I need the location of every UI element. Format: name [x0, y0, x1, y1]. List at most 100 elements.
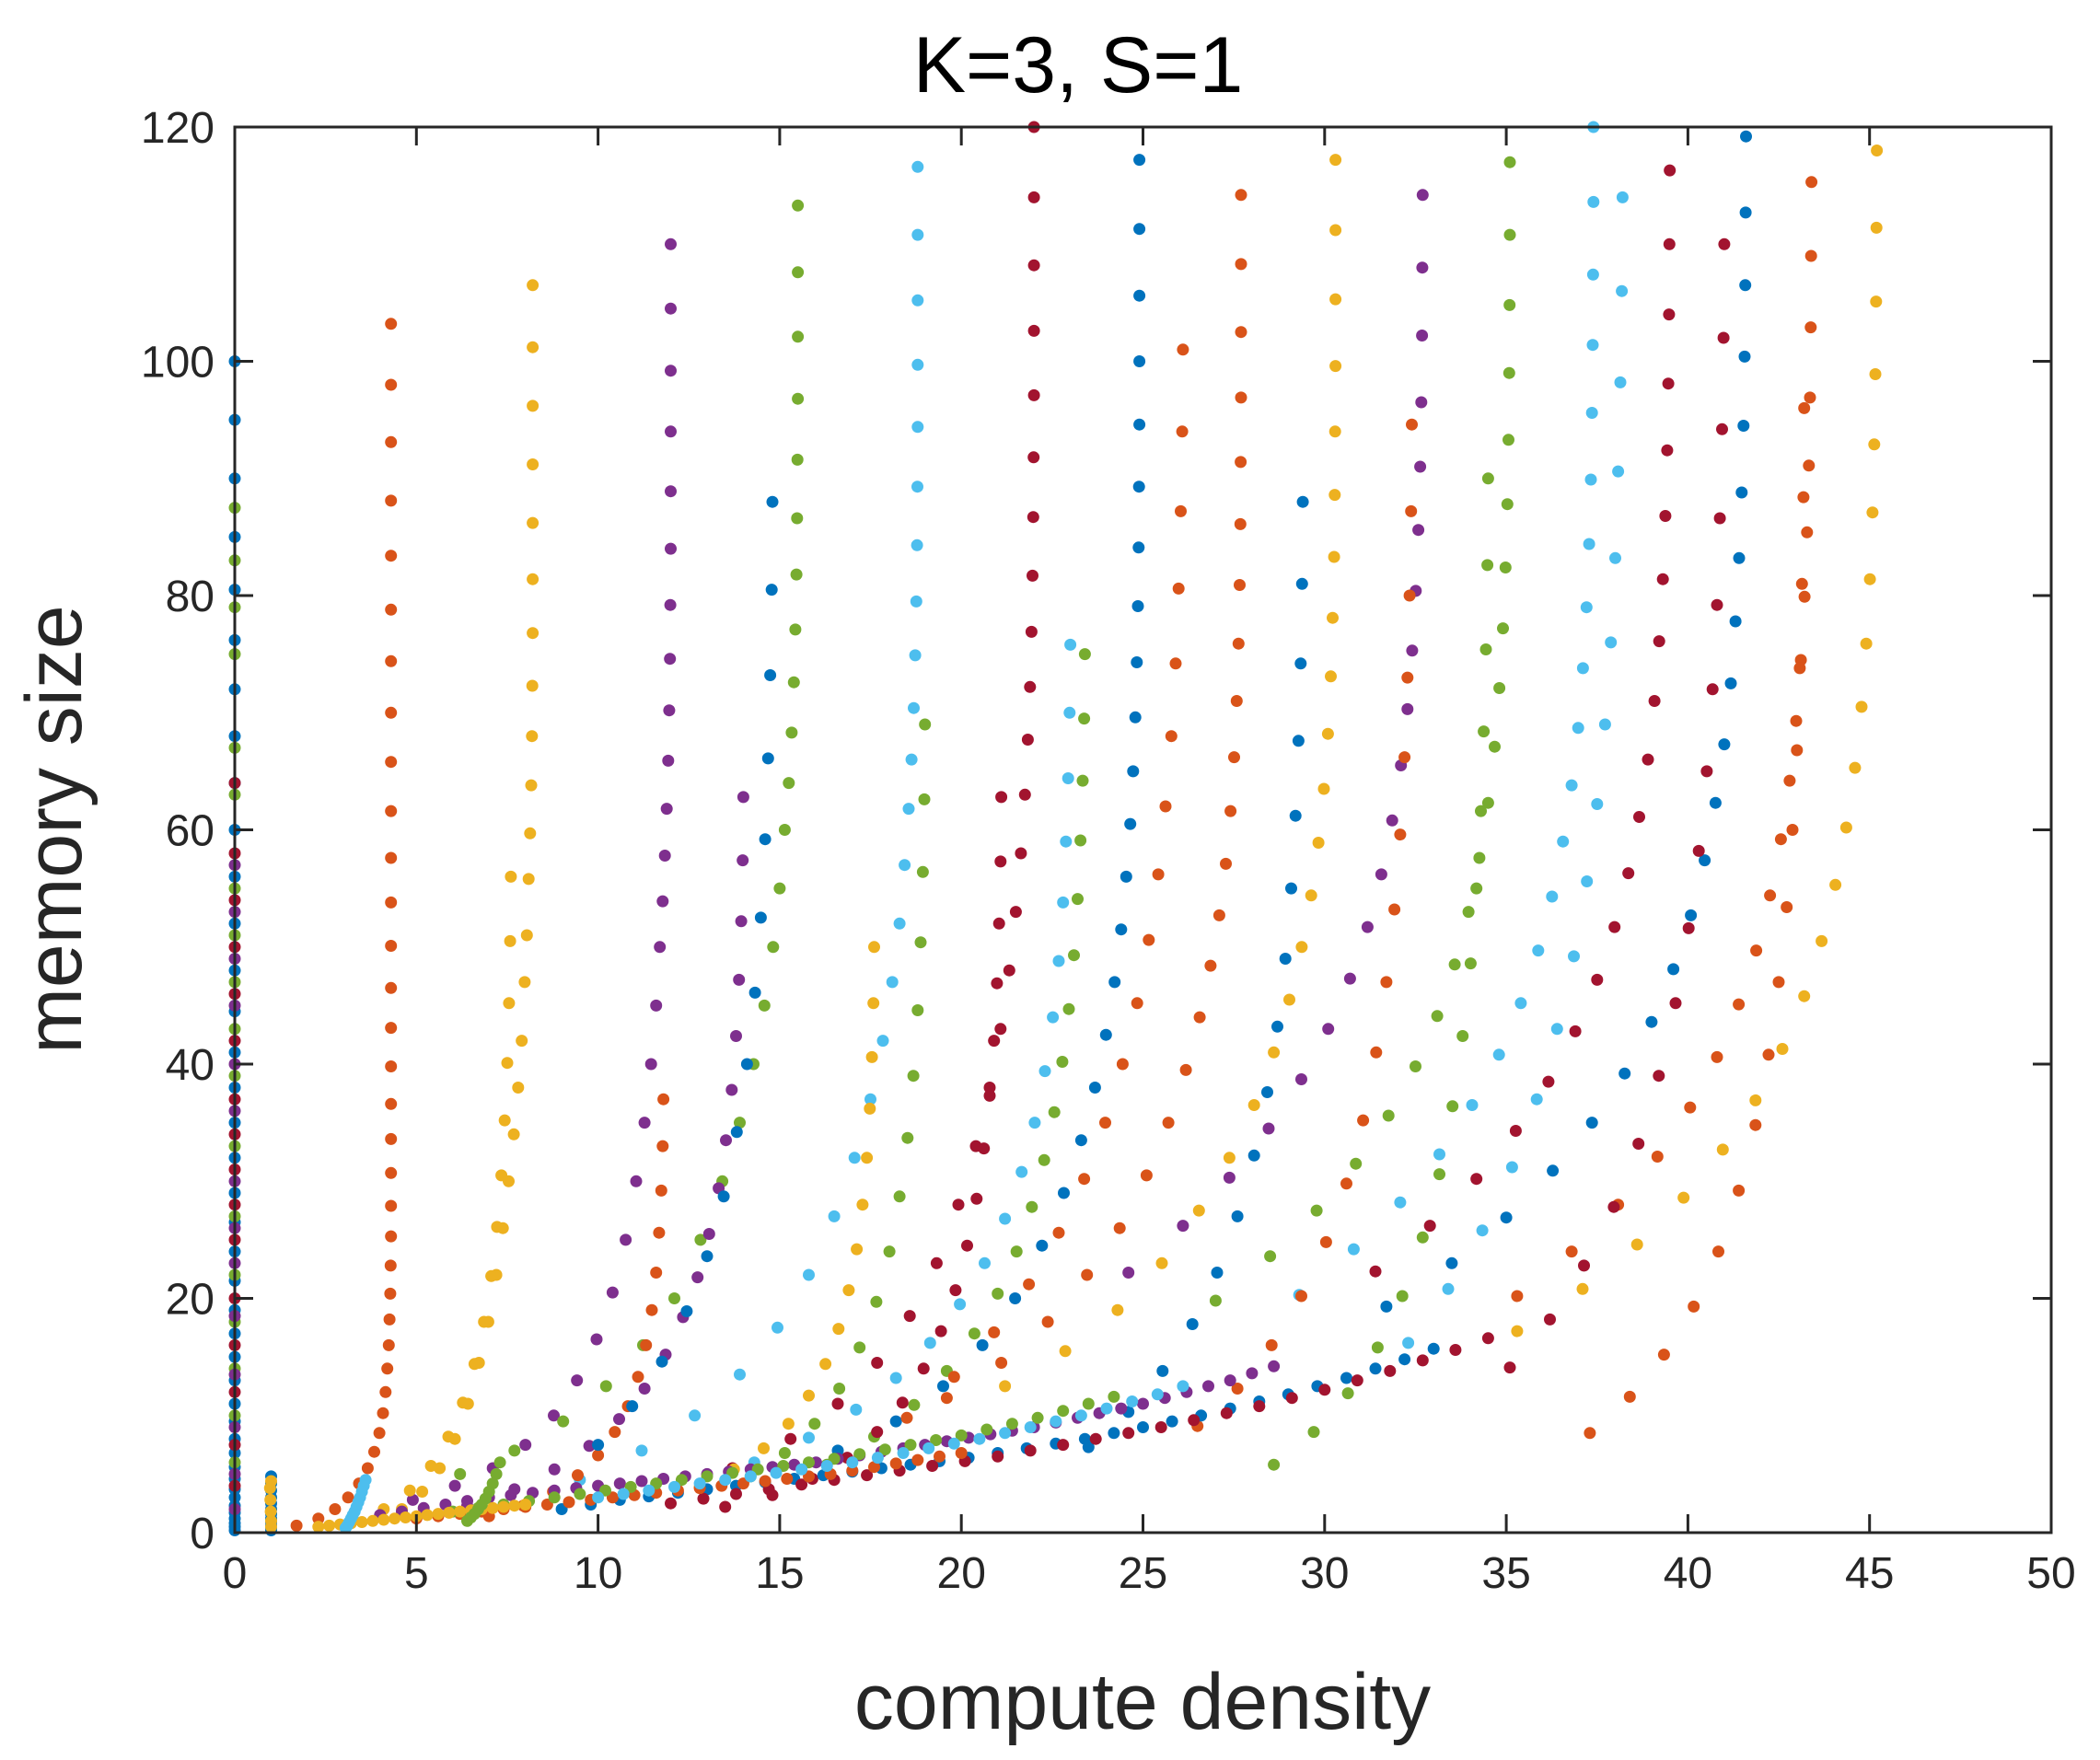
data-point: [792, 392, 805, 405]
data-point: [1473, 851, 1486, 864]
data-point: [1057, 896, 1070, 909]
data-point: [1791, 744, 1804, 757]
data-point: [527, 458, 540, 470]
data-point: [1717, 331, 1730, 344]
data-point: [1402, 1337, 1415, 1349]
x-tick-label: 15: [755, 1549, 804, 1598]
data-point: [658, 850, 671, 862]
data-point: [1448, 958, 1461, 971]
data-point: [1212, 909, 1225, 921]
data-point: [1546, 890, 1559, 903]
series-s29: [1402, 191, 1629, 1349]
data-point: [1653, 635, 1665, 648]
data-point: [644, 1058, 657, 1071]
data-point: [697, 1492, 710, 1505]
data-point: [527, 573, 540, 585]
data-point: [1369, 1362, 1382, 1375]
x-tick-label: 5: [404, 1549, 429, 1598]
data-point: [833, 1383, 846, 1395]
data-point: [1076, 774, 1089, 787]
data-point: [478, 1315, 491, 1328]
data-point: [620, 1233, 632, 1246]
data-point: [1849, 761, 1862, 774]
data-point: [1584, 1427, 1596, 1440]
data-point: [1664, 164, 1677, 177]
series-s17: [1380, 130, 1752, 1313]
data-point: [264, 1505, 277, 1518]
data-point: [1340, 1177, 1352, 1190]
data-point: [1074, 1134, 1087, 1147]
data-point: [1692, 844, 1705, 857]
data-point: [383, 1313, 396, 1326]
data-point: [795, 1478, 808, 1491]
data-point: [1027, 451, 1040, 464]
data-point: [1265, 1338, 1278, 1351]
chart-title: K=3, S=1: [913, 21, 1244, 110]
data-point: [832, 1323, 845, 1336]
data-point: [1581, 875, 1594, 887]
data-point: [403, 1484, 416, 1497]
data-point: [820, 1460, 833, 1472]
data-point: [1220, 857, 1232, 870]
data-point: [1271, 1020, 1283, 1033]
data-point: [748, 986, 761, 999]
data-point: [868, 1461, 880, 1474]
data-point: [1133, 154, 1146, 167]
data-point: [1108, 976, 1121, 989]
data-point: [1557, 835, 1570, 848]
data-point: [505, 1488, 517, 1501]
data-point: [501, 1057, 514, 1070]
data-point: [992, 917, 1005, 930]
data-point: [592, 1491, 605, 1504]
data-point: [1024, 680, 1037, 693]
y-axis: 0 20 40 60 80 100 120: [141, 104, 2051, 1558]
y-tick-label: 0: [190, 1510, 215, 1558]
data-point: [626, 1400, 639, 1413]
data-point: [1591, 798, 1604, 810]
data-point: [1328, 489, 1341, 502]
data-point: [1010, 1245, 1023, 1258]
data-point: [1325, 670, 1337, 683]
data-point: [980, 1423, 993, 1436]
data-point: [911, 1453, 924, 1466]
data-point: [519, 1439, 532, 1452]
data-point: [1246, 1367, 1259, 1380]
data-point: [468, 1358, 481, 1371]
data-point: [792, 266, 805, 279]
data-point: [1137, 1397, 1149, 1410]
data-point: [1803, 459, 1816, 472]
data-point: [385, 805, 398, 817]
data-point: [853, 1341, 866, 1354]
data-point: [1396, 1290, 1409, 1303]
series-s19: [1511, 145, 1884, 1337]
data-point: [1062, 1002, 1075, 1015]
data-point: [1023, 1278, 1036, 1291]
data-point: [1140, 1169, 1153, 1182]
data-point: [1547, 1164, 1560, 1177]
series-s46: [461, 1456, 506, 1527]
data-point: [606, 1286, 619, 1299]
data-point: [1502, 366, 1515, 379]
series-s4: [290, 318, 398, 1532]
data-point: [889, 1415, 902, 1428]
series-s9: [726, 121, 1040, 1475]
data-point: [656, 895, 669, 908]
data-point: [342, 1491, 354, 1504]
data-point: [1329, 293, 1342, 306]
data-point: [905, 753, 918, 766]
data-point: [1598, 718, 1611, 731]
data-point: [1733, 551, 1746, 564]
data-point: [1072, 893, 1084, 906]
data-point: [424, 1460, 437, 1472]
data-point: [1713, 512, 1726, 525]
data-point: [382, 1338, 395, 1351]
data-point: [1166, 1415, 1178, 1428]
data-point: [846, 1465, 859, 1477]
data-point: [421, 1509, 434, 1522]
data-point: [1088, 1082, 1101, 1094]
data-point: [735, 915, 748, 928]
data-point: [668, 1292, 680, 1304]
data-point: [856, 1198, 869, 1211]
data-point: [664, 598, 677, 611]
